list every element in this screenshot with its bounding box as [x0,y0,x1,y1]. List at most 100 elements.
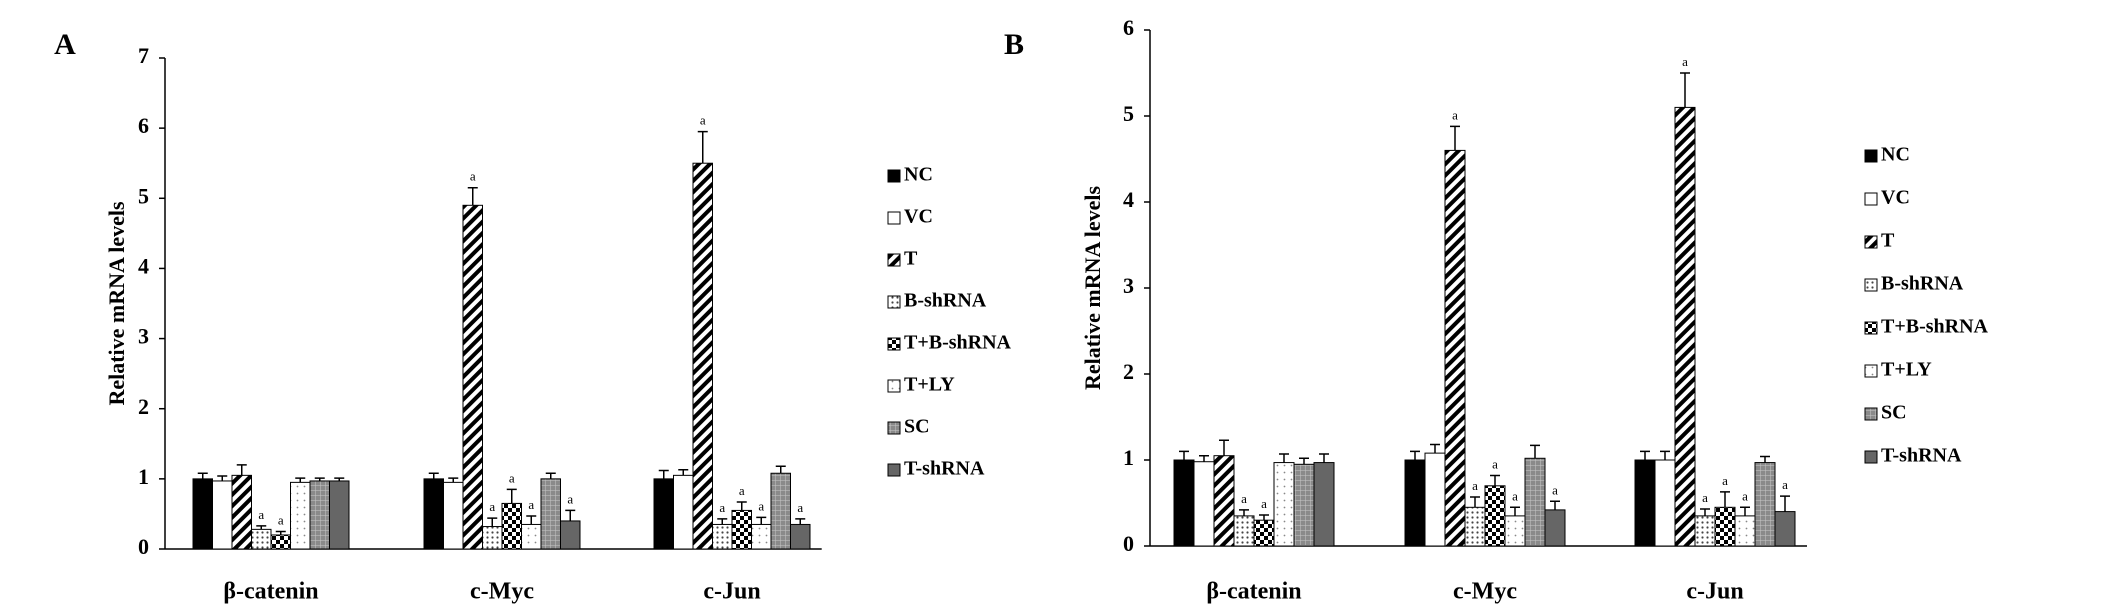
error-bar [197,472,208,479]
error-bar [1510,506,1520,516]
legend-label: VC [1881,187,1910,209]
y-axis-label: Relative mRNA levels [1080,186,1105,390]
legend-swatch [887,337,901,351]
error-bar [658,469,669,479]
bar [443,481,464,550]
error-bar [1740,506,1750,516]
error-bar [295,477,306,483]
error-bar [775,465,786,474]
significance-label: a [1682,54,1688,69]
bar [212,480,233,550]
legend-swatch [1864,235,1878,249]
error-bar [1450,125,1460,151]
bar [1193,461,1215,547]
error-bar [1530,444,1540,459]
legend-swatch [1864,321,1878,335]
bar [653,478,674,550]
bar [1694,515,1716,547]
significance-label: a [278,512,284,527]
significance-label: a [1702,490,1708,505]
y-tick-label: 0 [1123,531,1134,556]
bar [1213,455,1235,547]
error-bar [1410,450,1420,460]
error-bar [1179,450,1189,460]
error-bar [1490,474,1500,486]
legend-swatch [1864,192,1878,206]
x-tick-label: c-Myc [470,579,534,605]
y-axis-label: Relative mRNA levels [104,201,129,405]
error-bar [1319,453,1329,463]
bar [1674,106,1696,547]
significance-label: a [758,498,764,513]
error-bar [1470,496,1480,508]
significance-label: a [1742,488,1748,503]
legend-label: T+LY [904,374,955,396]
error-bar [526,515,537,525]
bar [482,526,503,550]
bar [501,502,522,550]
significance-label: a [1241,491,1247,506]
legend-swatch [887,463,901,477]
x-tick-label: c-Jun [703,579,760,605]
significance-label: a [1782,477,1788,492]
legend-swatch [887,169,901,183]
bar [1233,515,1255,547]
legend-label: T+B-shRNA [904,332,1012,354]
bar [1484,485,1506,547]
significance-label: a [797,500,803,515]
error-bar [795,518,806,525]
error-bar [1780,495,1790,512]
bar [521,523,542,550]
y-tick-label: 6 [138,113,149,138]
bar [270,534,291,550]
legend-swatch [1864,364,1878,378]
bar [1634,459,1656,547]
legend-label: T-shRNA [904,458,985,480]
bar [1734,515,1756,547]
error-bar [1199,454,1209,462]
bar [1524,457,1546,547]
significance-label: a [528,497,534,512]
error-bar [1660,450,1670,460]
y-tick-label: 1 [138,464,149,489]
bar [251,528,272,550]
bar [290,481,311,550]
x-tick-label: β-catenin [223,579,318,605]
significance-label: a [509,470,515,485]
error-bar [236,464,247,476]
bar [1273,462,1295,547]
significance-label: a [1261,496,1267,511]
significance-label: a [739,483,745,498]
error-bar [545,472,556,479]
error-bar [256,525,267,530]
bar [1774,511,1796,547]
significance-label: a [1492,456,1498,471]
error-bar [736,501,747,511]
bar [1754,462,1776,547]
error-bar [428,472,439,479]
error-bar [717,518,728,525]
bar [1313,462,1335,547]
error-bar [1700,508,1710,516]
y-tick-label: 6 [1123,15,1134,40]
bar [560,520,581,550]
bar [462,204,483,550]
bar [192,478,213,550]
bar [329,480,350,550]
error-bar [314,477,325,481]
significance-label: a [1512,488,1518,503]
bar [1444,149,1466,547]
bar [540,478,561,550]
y-tick-label: 5 [1123,101,1134,126]
legend-label: NC [904,164,933,186]
bar [692,162,713,550]
legend-swatch [1864,407,1878,421]
significance-label: a [1472,478,1478,493]
legend-label: SC [1881,402,1907,424]
y-tick-label: 2 [1123,359,1134,384]
error-bar [1640,450,1650,460]
bar [423,478,444,550]
legend-label: SC [904,416,930,438]
error-bar [1219,439,1229,456]
